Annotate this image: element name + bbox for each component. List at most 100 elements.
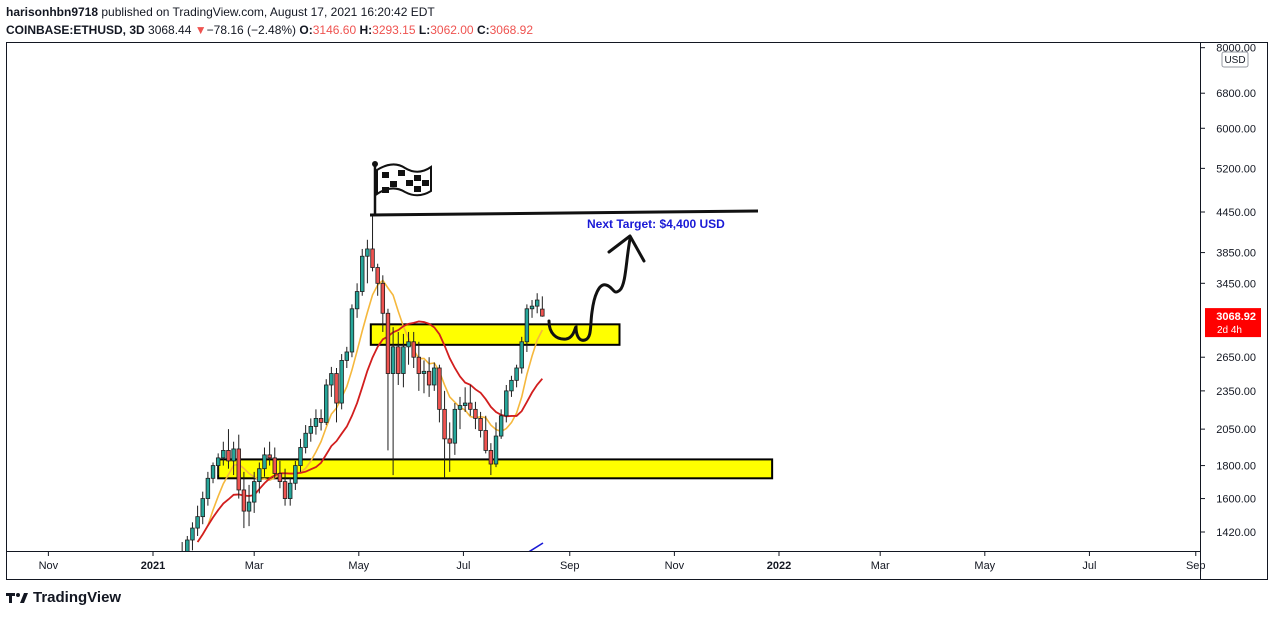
candle[interactable] bbox=[396, 331, 401, 385]
symbol-label[interactable]: COINBASE:ETHUSD, 3D bbox=[6, 23, 145, 37]
candle[interactable] bbox=[519, 336, 524, 374]
price-axis[interactable]: 8000.006800.006000.005200.004450.003850.… bbox=[1200, 43, 1261, 579]
publisher-name[interactable]: harisonhbn9718 bbox=[6, 5, 99, 19]
chart-frame[interactable] bbox=[6, 42, 1268, 580]
candle[interactable] bbox=[215, 453, 221, 476]
candle[interactable] bbox=[200, 491, 205, 525]
arrow-head-icon bbox=[607, 234, 646, 263]
projected-path[interactable] bbox=[547, 237, 632, 342]
candle[interactable] bbox=[390, 327, 396, 476]
candle[interactable] bbox=[354, 283, 360, 318]
moving-average-fast[interactable] bbox=[196, 279, 544, 543]
candle[interactable] bbox=[370, 216, 375, 272]
candle[interactable] bbox=[277, 460, 283, 489]
candle[interactable] bbox=[344, 346, 350, 368]
candle[interactable] bbox=[504, 384, 509, 423]
candle[interactable] bbox=[493, 422, 499, 468]
candle[interactable] bbox=[437, 364, 442, 423]
candle[interactable] bbox=[365, 239, 370, 284]
candle[interactable] bbox=[190, 522, 195, 551]
last-price-tag[interactable] bbox=[1205, 308, 1261, 338]
candle[interactable] bbox=[195, 505, 200, 536]
candle[interactable] bbox=[185, 535, 190, 568]
candle-body bbox=[221, 450, 226, 459]
candle[interactable] bbox=[226, 429, 231, 469]
candle[interactable] bbox=[210, 462, 216, 484]
candle[interactable] bbox=[498, 409, 504, 439]
candle[interactable] bbox=[334, 367, 339, 423]
candle[interactable] bbox=[406, 331, 411, 365]
candle-body bbox=[493, 435, 499, 465]
candle[interactable] bbox=[385, 308, 391, 451]
candle-body bbox=[416, 356, 422, 374]
candle[interactable] bbox=[380, 275, 386, 332]
candle[interactable] bbox=[375, 263, 380, 296]
candle[interactable] bbox=[478, 411, 483, 438]
candle-body bbox=[334, 373, 339, 404]
candle-body bbox=[349, 308, 355, 353]
candle[interactable] bbox=[257, 462, 262, 494]
candle[interactable] bbox=[540, 296, 545, 317]
support-zone-1[interactable] bbox=[369, 323, 621, 346]
candle[interactable] bbox=[488, 443, 494, 476]
candle[interactable] bbox=[462, 387, 468, 412]
candle[interactable] bbox=[534, 293, 540, 314]
time-axis[interactable]: Nov 2021 Mar May Jul Sep Nov 2022 Mar May Jul Sep bbox=[7, 551, 1206, 572]
candle[interactable] bbox=[267, 441, 272, 466]
drawing-layer: Next Target: $4,400 USD bbox=[369, 161, 759, 342]
candle-body bbox=[406, 341, 411, 348]
candle[interactable] bbox=[411, 331, 416, 368]
candle[interactable] bbox=[293, 460, 298, 490]
candle[interactable] bbox=[241, 471, 247, 529]
candle[interactable] bbox=[421, 360, 427, 394]
candle[interactable] bbox=[282, 468, 288, 506]
candle[interactable] bbox=[308, 418, 313, 442]
candle[interactable] bbox=[524, 304, 530, 352]
resistance-line[interactable] bbox=[369, 209, 759, 217]
tradingview-logo[interactable]: TradingView bbox=[6, 589, 121, 606]
candle-body bbox=[504, 390, 509, 417]
candle[interactable] bbox=[231, 441, 236, 476]
candle[interactable] bbox=[457, 396, 463, 430]
candle[interactable] bbox=[432, 362, 437, 391]
candle[interactable] bbox=[221, 441, 226, 466]
candle[interactable] bbox=[318, 409, 324, 431]
candle[interactable] bbox=[452, 403, 458, 455]
candle-body bbox=[272, 457, 277, 474]
candle[interactable] bbox=[473, 401, 478, 430]
candle[interactable] bbox=[447, 422, 452, 472]
currency-button[interactable] bbox=[1221, 51, 1249, 68]
candle[interactable] bbox=[529, 300, 535, 318]
trend-line[interactable] bbox=[527, 542, 544, 553]
next-target-label[interactable]: Next Target: $4,400 USD bbox=[587, 217, 725, 231]
candle[interactable] bbox=[205, 471, 211, 506]
candle[interactable] bbox=[468, 384, 473, 416]
candle[interactable] bbox=[360, 248, 365, 296]
candle[interactable] bbox=[416, 341, 422, 391]
candle[interactable] bbox=[514, 364, 519, 388]
candle[interactable] bbox=[401, 333, 406, 388]
candle[interactable] bbox=[298, 438, 303, 472]
candle[interactable] bbox=[329, 366, 334, 397]
candle[interactable] bbox=[442, 390, 447, 479]
candle[interactable] bbox=[246, 484, 252, 527]
candle[interactable] bbox=[313, 409, 319, 435]
candle[interactable] bbox=[426, 357, 432, 397]
candle[interactable] bbox=[288, 478, 293, 506]
candle[interactable] bbox=[251, 471, 257, 513]
candle[interactable] bbox=[303, 425, 308, 454]
candle[interactable] bbox=[483, 415, 488, 454]
candle[interactable] bbox=[339, 354, 344, 410]
candle[interactable] bbox=[262, 447, 267, 477]
candle[interactable] bbox=[175, 568, 179, 606]
candle[interactable] bbox=[272, 447, 277, 479]
plot-area[interactable] bbox=[175, 216, 774, 606]
candle[interactable] bbox=[180, 542, 184, 584]
candle[interactable] bbox=[324, 379, 329, 426]
candle-body bbox=[195, 516, 200, 529]
candle[interactable] bbox=[509, 375, 514, 397]
candle[interactable] bbox=[349, 304, 355, 358]
candle-body bbox=[236, 448, 241, 491]
candle[interactable] bbox=[236, 434, 241, 499]
